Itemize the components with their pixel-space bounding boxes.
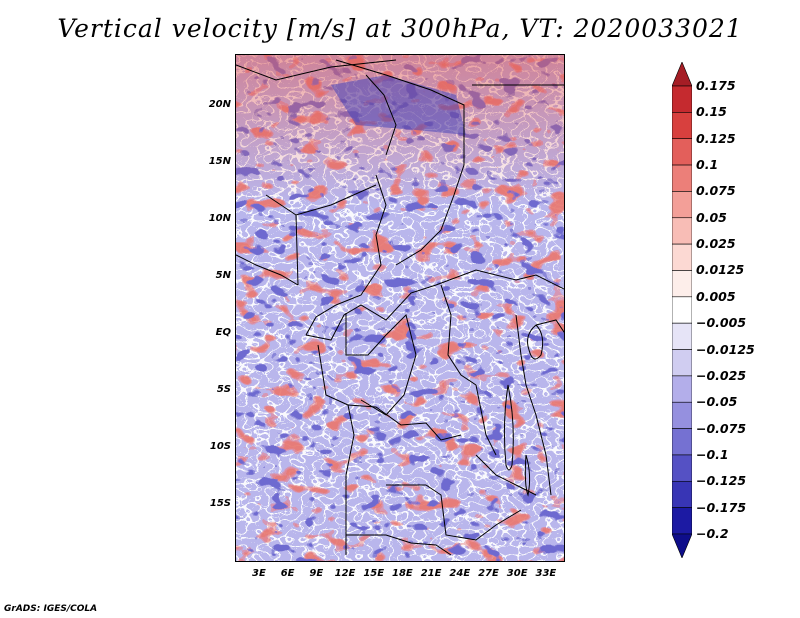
- colorbar-segment: [672, 375, 692, 403]
- colorbar-top-arrow: [672, 62, 692, 87]
- colorbar-label: 0.0125: [696, 262, 745, 278]
- lat-tick-label: 15N: [208, 156, 231, 168]
- lat-tick-label: 20N: [208, 99, 231, 111]
- colorbar-segment: [672, 243, 692, 271]
- lon-tick-label: 24E: [449, 568, 471, 579]
- colorbar-label: −0.1: [696, 446, 729, 462]
- colorbar-segment: [672, 270, 692, 298]
- colorbar: [672, 62, 692, 558]
- colorbar-segment: [672, 401, 692, 429]
- lat-tick-label: 5S: [216, 384, 231, 396]
- lat-tick-label: 15S: [209, 498, 231, 510]
- lat-tick-label: 10S: [209, 441, 231, 453]
- country-borders: [236, 59, 564, 556]
- colorbar-label: 0.005: [696, 288, 736, 304]
- lat-tick-label: 5N: [215, 270, 231, 282]
- lon-tick-label: 30E: [506, 568, 528, 579]
- colorbar-segment: [672, 138, 692, 166]
- colorbar-segment: [672, 480, 692, 508]
- lon-tick-label: 12E: [334, 568, 356, 579]
- lon-tick-label: 15E: [363, 568, 385, 579]
- velocity-field-map: [236, 55, 564, 561]
- colorbar-label: −0.025: [696, 367, 747, 383]
- colorbar-segment: [672, 217, 692, 245]
- colorbar-label: 0.15: [696, 104, 727, 120]
- colorbar-segment: [672, 322, 692, 350]
- lon-tick-label: 3E: [252, 568, 266, 579]
- strong-downward-band: [331, 75, 466, 135]
- colorbar-label: −0.2: [696, 526, 729, 541]
- colorbar-segment: [672, 349, 692, 377]
- colorbar-segment: [672, 112, 692, 140]
- lat-tick-label: EQ: [215, 327, 231, 339]
- lake-outlines: [503, 324, 544, 497]
- colorbar-label: −0.075: [696, 420, 747, 436]
- lon-tick-label: 6E: [280, 568, 295, 579]
- colorbar-segment: [672, 454, 692, 482]
- colorbar-label: 0.05: [696, 209, 727, 225]
- lon-tick-label: 33E: [535, 568, 557, 579]
- colorbar-label: 0.175: [696, 78, 736, 93]
- colorbar-label: 0.125: [696, 130, 736, 146]
- credit-text: GrADS: IGES/COLA: [4, 604, 98, 614]
- lat-tick-label: 10N: [208, 213, 231, 225]
- colorbar-label: −0.005: [696, 315, 747, 331]
- colorbar-label: −0.175: [696, 499, 747, 515]
- colorbar-label: 0.075: [696, 183, 736, 199]
- colorbar-label: −0.0125: [696, 341, 755, 357]
- colorbar-label: −0.05: [696, 394, 738, 410]
- colorbar-bottom-arrow: [672, 533, 692, 558]
- chart-title: Vertical velocity [m/s] at 300hPa, VT: 2…: [57, 14, 743, 43]
- colorbar-segment: [672, 191, 692, 219]
- colorbar-label: 0.1: [696, 157, 719, 173]
- colorbar-label: −0.125: [696, 473, 747, 489]
- colorbar-segment: [672, 164, 692, 192]
- map-panel: [235, 54, 565, 562]
- lon-tick-label: 9E: [309, 568, 324, 579]
- lon-tick-label: 18E: [392, 568, 413, 579]
- colorbar-label: 0.025: [696, 236, 736, 252]
- colorbar-segment: [672, 507, 692, 535]
- colorbar-segment: [672, 428, 692, 456]
- colorbar-segment: [672, 85, 692, 113]
- colorbar-segment: [672, 296, 692, 324]
- lon-tick-label: 21E: [420, 568, 442, 579]
- lon-tick-label: 27E: [478, 568, 499, 579]
